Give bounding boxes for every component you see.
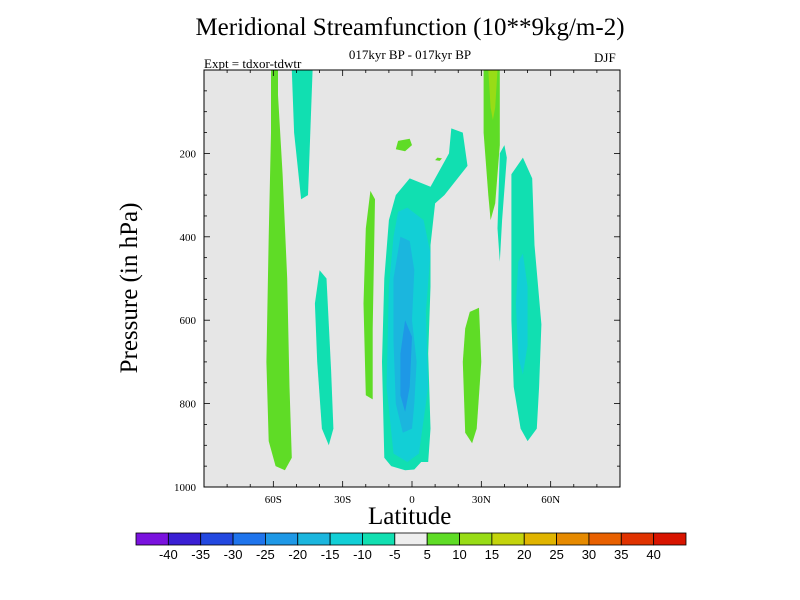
contour-blue-band-45n: [516, 253, 528, 375]
y-tick-label: 600: [180, 315, 197, 327]
colorbar-swatch: [426, 532, 460, 546]
y-tick-label: 800: [180, 399, 197, 411]
colorbar-swatch: [167, 532, 202, 546]
colorbar-label: 20: [517, 547, 531, 562]
colorbar-swatch: [588, 532, 622, 546]
contour-green-band-20n: [462, 307, 482, 444]
colorbar-label: 35: [614, 547, 628, 562]
contour-green-blob-top: [395, 138, 412, 152]
colorbar-label: -20: [288, 547, 307, 562]
colorbar-label: 15: [485, 547, 499, 562]
contour-blue-core-25: [400, 320, 412, 412]
chart-subtitle: 017kyr BP - 017kyr BP: [348, 47, 472, 62]
colorbar-label: 25: [549, 547, 563, 562]
colorbar-swatch: [232, 532, 266, 546]
colorbar-label: -25: [256, 547, 275, 562]
y-tick-label: 400: [180, 232, 197, 244]
contour-green-band-20s: [363, 190, 375, 400]
contour-regions: [266, 70, 542, 471]
chart-title: Meridional Streamfunction (10**9kg/m-2): [195, 14, 625, 41]
colorbar-swatch: [362, 532, 396, 546]
contour-yellow-band-30n-top: [488, 70, 498, 120]
colorbar-swatch: [491, 532, 525, 546]
colorbar-swatch: [135, 532, 169, 546]
x-axis-label: Latitude: [368, 503, 452, 530]
experiment-label: Expt = tdxor-tdwtr: [204, 56, 302, 71]
contour-green-small-eq: [435, 157, 442, 161]
x-tick-label: 30N: [472, 494, 491, 506]
contour-cyan-band-40n-top: [497, 145, 507, 262]
colorbar-label: 40: [646, 547, 660, 562]
y-tick-label: 1000: [174, 482, 197, 494]
contour-green-band-30n-top: [483, 70, 500, 221]
contour-cyan-band-50s-top: [291, 70, 313, 200]
colorbar-label: -15: [321, 547, 340, 562]
contour-cyan-band-40s: [314, 270, 334, 446]
colorbar-swatch: [653, 532, 687, 546]
colorbar-swatch: [556, 532, 590, 546]
y-tick-label: 200: [180, 148, 197, 160]
colorbar-swatch: [297, 532, 331, 546]
colorbar-swatch: [523, 532, 557, 546]
colorbar-swatch: [200, 532, 234, 546]
x-tick-label: 0: [409, 494, 415, 506]
x-tick-label: 60N: [541, 494, 560, 506]
colorbar-swatch: [394, 532, 428, 546]
colorbar-label: 5: [424, 547, 431, 562]
colorbar-label: 10: [452, 547, 466, 562]
colorbar-swatch: [329, 532, 363, 546]
colorbar-label: -30: [224, 547, 243, 562]
colorbar-swatch: [620, 532, 655, 546]
colorbar-label: -5: [389, 547, 401, 562]
colorbar: -40 -35 -30 -25 -20 -15 -10 -5 5 10 15 20 25 30 35 40: [135, 532, 687, 562]
x-tick-label: 30S: [334, 494, 351, 506]
colorbar-label: 30: [582, 547, 596, 562]
x-tick-label: 60S: [265, 494, 282, 506]
colorbar-swatch: [265, 532, 299, 546]
colorbar-label: -10: [353, 547, 372, 562]
colorbar-label: -40: [159, 547, 178, 562]
contour-green-band-60s: [266, 70, 292, 471]
plot-axes: 60S 30S 0 30N 60N 200 400 600 800 1000: [174, 69, 621, 506]
colorbar-label: -35: [191, 547, 210, 562]
season-label: DJF: [594, 50, 616, 65]
colorbar-swatch: [459, 532, 493, 546]
